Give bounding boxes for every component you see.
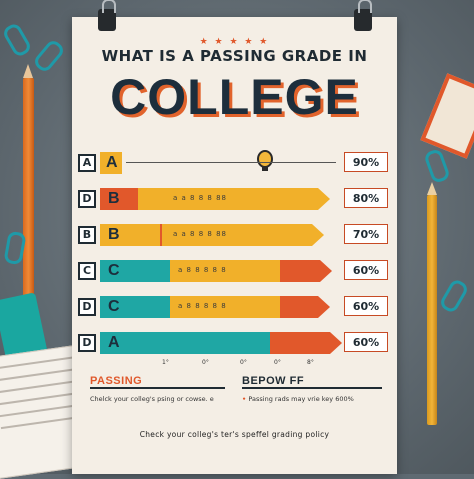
axis-tick: 0°: [274, 359, 281, 366]
grade-bar: [100, 224, 324, 246]
grade-bar: [100, 332, 342, 354]
grade-row: D C a 8 8 8 8 8 60%: [78, 296, 388, 318]
axis-tick: 0°: [240, 359, 247, 366]
lightbulb-icon: [257, 150, 273, 171]
grade-bar: [100, 152, 122, 174]
legend-below-text-value: Passing rads may vrie key 600%: [248, 395, 354, 403]
legend-below-text: • Passing rads may vrie key 600%: [242, 395, 382, 403]
grade-bar: [100, 296, 330, 318]
binder-clip-left: [98, 0, 116, 31]
grade-row: A A 90%: [78, 152, 388, 174]
grade-row: D A 60%: [78, 332, 388, 354]
axis-tick: 8°: [307, 359, 314, 366]
tick-text: a a 8 8 8 88: [173, 194, 227, 202]
bar-label: C: [108, 262, 120, 279]
legend-passing-title: PASSING: [90, 375, 143, 387]
stars-decoration: ★ ★ ★ ★ ★: [199, 37, 270, 47]
footer-text: Check your colleg's ter's speffel gradin…: [139, 430, 330, 439]
grade-bar: [100, 260, 332, 282]
row-line: [126, 162, 336, 163]
grade-row: C C a 8 8 8 8 8 60%: [78, 260, 388, 282]
poster: ★ ★ ★ ★ ★ WHAT IS A PASSING GRADE IN COL…: [72, 0, 397, 474]
bar-label: B: [108, 226, 120, 243]
percent-box: 90%: [344, 152, 388, 172]
pencil-left: [23, 64, 34, 308]
tick-text: a a 8 8 8 88: [173, 230, 227, 238]
bar-label: A: [106, 154, 118, 171]
row-marker: B: [78, 226, 96, 244]
percent-box: 70%: [344, 224, 388, 244]
bar-label: C: [108, 298, 120, 315]
tick-text: a 8 8 8 8 8: [178, 302, 227, 310]
axis-tick: 0°: [202, 359, 209, 366]
bar-label: B: [108, 190, 120, 207]
legend-below-title: BEPOW FF: [242, 375, 305, 387]
legend-divider-left: [90, 387, 225, 389]
grade-row: D B a a 8 8 8 88 80%: [78, 188, 388, 210]
row-marker: C: [78, 262, 96, 280]
bullet-icon: •: [242, 395, 249, 403]
percent-box: 80%: [344, 188, 388, 208]
percent-box: 60%: [344, 296, 388, 316]
grade-bar: [100, 188, 330, 210]
row-marker: D: [78, 298, 96, 316]
percent-box: 60%: [344, 332, 388, 352]
row-marker: D: [78, 190, 96, 208]
row-marker: A: [78, 154, 96, 172]
grade-row: B B a a 8 8 8 88 70%: [78, 224, 388, 246]
title-line2: COLLEGE: [110, 69, 359, 125]
percent-box: 60%: [344, 260, 388, 280]
tick-text: a 8 8 8 8 8: [178, 266, 227, 274]
bar-label: A: [108, 334, 120, 351]
title-line1: WHAT IS A PASSING GRADE IN: [101, 47, 368, 65]
row-marker: D: [78, 334, 96, 352]
legend-divider-right: [242, 387, 382, 389]
legend-passing-text: Chelck your colleg's psing or cowse. e: [90, 395, 214, 403]
pencil-right: [427, 182, 437, 425]
binder-clip-right: [354, 0, 372, 31]
axis-tick: 1°: [162, 359, 169, 366]
